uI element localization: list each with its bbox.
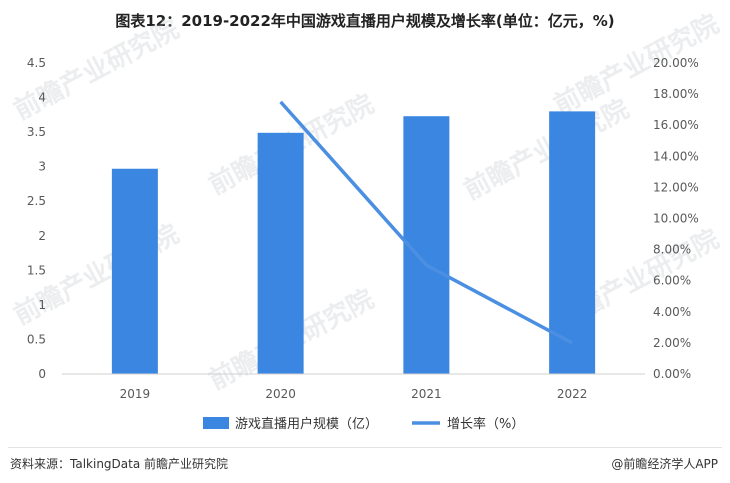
- y-right-tick: 14.00%: [653, 149, 699, 163]
- bar-2021: [403, 116, 450, 375]
- y-right-tick: 2.00%: [653, 336, 691, 350]
- growth-rate-line: [279, 100, 573, 345]
- bar-2022: [549, 111, 596, 374]
- y-left-tick: 4.5: [27, 56, 46, 70]
- source-note: 资料来源：TalkingData 前瞻产业研究院: [10, 457, 229, 471]
- legend-label-bar: 游戏直播用户规模（亿）: [235, 416, 378, 432]
- y-left-tick: 1.5: [27, 263, 46, 277]
- y-right-tick: 16.00%: [653, 118, 699, 132]
- y-left-tick: 2: [38, 229, 46, 243]
- watermark-2: 前瞻产业研究院: [459, 93, 634, 206]
- bar-series: [111, 111, 596, 375]
- y-left-tick: 1: [38, 298, 46, 312]
- y-right-tick: 0.00%: [653, 367, 691, 381]
- bar-2019: [111, 168, 158, 374]
- line-series: [279, 100, 573, 345]
- footer-divider: [8, 447, 722, 448]
- y-right-tick: 8.00%: [653, 243, 691, 257]
- chart-title: 图表12：2019-2022年中国游戏直播用户规模及增长率(单位：亿元，%): [115, 12, 615, 30]
- y-right-tick: 6.00%: [653, 274, 691, 288]
- y-right-tick: 10.00%: [653, 212, 699, 226]
- bar-2020: [257, 132, 304, 374]
- x-tick-2022: 2022: [557, 387, 588, 401]
- legend: 游戏直播用户规模（亿） 增长率（%）: [203, 416, 524, 432]
- y-right-tick: 20.00%: [653, 56, 699, 70]
- y-right-tick: 18.00%: [653, 87, 699, 101]
- y-right-tick: 12.00%: [653, 180, 699, 194]
- y-left-tick: 3: [38, 160, 46, 174]
- axes: 0 0.5 1 1.5 2 2.5 3 3.5 4 4.5 0.00% 2.00% 4.00% 6.00%…: [27, 56, 699, 401]
- y-right-tick: 4.00%: [653, 305, 691, 319]
- y-left-tick: 0: [38, 367, 46, 381]
- x-tick-2021: 2021: [411, 387, 442, 401]
- chart-canvas: 前瞻产业研究院前瞻产业研究院前瞻产业研究院前瞻产业研究院前瞻产业研究院前瞻产业研…: [9, 8, 724, 432]
- x-tick-2019: 2019: [120, 387, 151, 401]
- y-left-tick: 0.5: [27, 332, 46, 346]
- y-left-tick: 2.5: [27, 194, 46, 208]
- legend-label-line: 增长率（%）: [447, 416, 524, 432]
- x-tick-2020: 2020: [265, 387, 296, 401]
- y-left-tick: 4: [38, 91, 46, 105]
- brand-label: @前瞻经济学人APP: [611, 457, 718, 471]
- y-left-tick: 3.5: [27, 125, 46, 139]
- legend-swatch-bar: [203, 417, 229, 429]
